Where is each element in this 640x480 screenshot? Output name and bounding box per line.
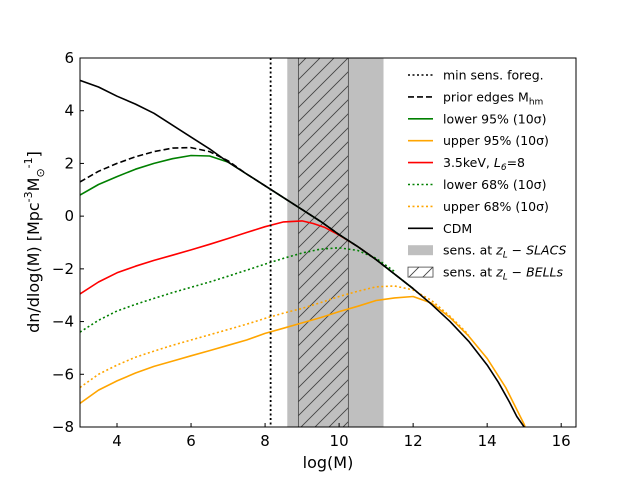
x-tick-label: 4 — [112, 432, 122, 450]
legend-label: lower 95% (10σ) — [443, 111, 547, 126]
legend-label: sens. at zL − SLACS — [443, 243, 567, 261]
y-tick-label: 4 — [64, 102, 74, 120]
series-line-prior — [80, 146, 414, 290]
y-tick-label: 6 — [64, 49, 74, 67]
band-bells-hatch — [297, 58, 349, 427]
series-line-upper95 — [80, 295, 526, 427]
series-line-upper68 — [80, 285, 470, 389]
x-tick-label: 10 — [330, 432, 349, 450]
legend-label: prior edges Mhm — [443, 89, 543, 107]
x-axis-label: log(M) — [303, 453, 354, 472]
y-tick-label: 0 — [64, 207, 74, 225]
legend-label: upper 68% (10σ) — [443, 199, 549, 214]
legend-label: CDM — [443, 221, 472, 236]
x-tick-label: 8 — [260, 432, 270, 450]
y-tick-label: −6 — [52, 365, 74, 383]
legend-swatch-hatch — [408, 267, 433, 278]
plot-frame — [79, 57, 577, 428]
legend-label: lower 68% (10σ) — [443, 177, 547, 192]
y-tick-label: −2 — [52, 260, 74, 278]
legend-swatch — [408, 245, 433, 256]
x-tick-label: 6 — [186, 432, 196, 450]
x-tick-label: 16 — [552, 432, 571, 450]
y-tick-label: −4 — [52, 313, 74, 331]
legend-label: sens. at zL − BELLs — [443, 265, 564, 283]
y-axis-label: dn/dlog(M) [Mpc-3M⊙-1] — [22, 151, 47, 333]
legend: min sens. foreg. prior edges Mhm lower 95%… — [407, 68, 567, 283]
y-tick-label: 2 — [64, 154, 74, 172]
axis-ticks: 4 6 8 10 12 14 16 −8 −6 −4 −2 0 2 4 6 — [52, 49, 571, 450]
legend-label: 3.5keV, L6=8 — [443, 155, 525, 173]
legend-label: min sens. foreg. — [443, 68, 544, 83]
series-line-kev — [80, 220, 377, 295]
series-lines — [80, 79, 526, 427]
y-tick-label: −8 — [52, 418, 74, 436]
x-tick-label: 14 — [478, 432, 497, 450]
legend-label: upper 95% (10σ) — [443, 133, 549, 148]
series-line-lower68 — [80, 247, 396, 333]
sensitivity-bands — [287, 58, 384, 427]
x-tick-label: 12 — [404, 432, 423, 450]
